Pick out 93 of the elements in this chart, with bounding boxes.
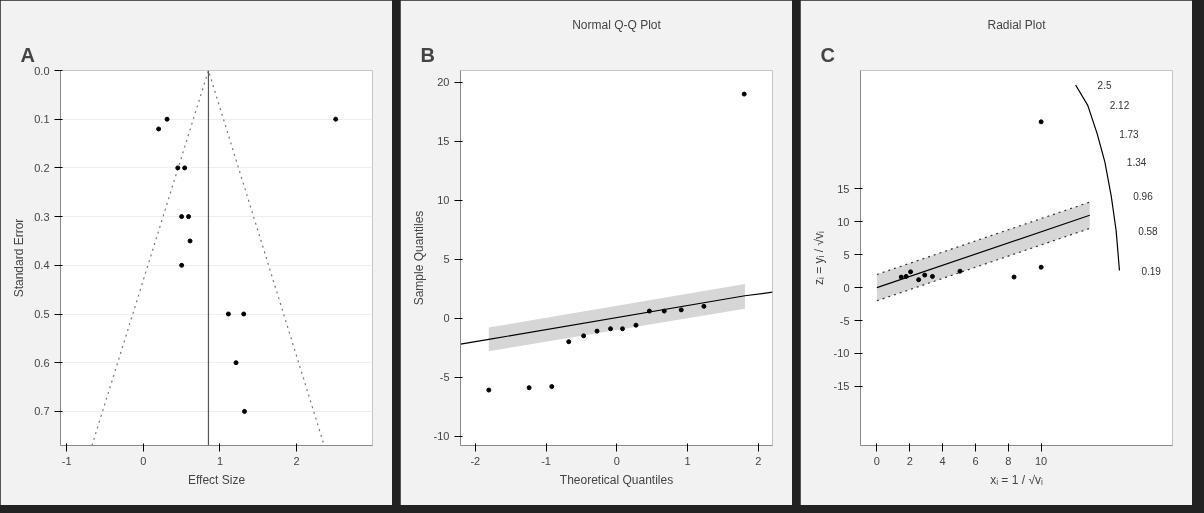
x-tick-label: 2	[293, 454, 300, 467]
annotation: 2.5	[1097, 79, 1112, 91]
x-tick-label: 2	[906, 454, 913, 467]
y-tick-label: 10	[837, 215, 850, 228]
point	[566, 339, 572, 345]
x-tick-label: -2	[470, 454, 481, 467]
annotation: 0.58	[1138, 226, 1159, 238]
y-tick-label: 0.6	[34, 356, 50, 369]
point	[333, 116, 339, 122]
point	[633, 322, 639, 328]
x-tick-label: 0	[140, 454, 147, 467]
point	[186, 214, 192, 220]
point	[646, 308, 652, 314]
y-axis-title: Standard Error	[12, 218, 27, 298]
y-tick-label: 0.5	[34, 308, 50, 321]
point	[175, 165, 181, 171]
y-axis-title: Sample Quantiles	[411, 210, 426, 306]
y-tick-label: 0.2	[34, 161, 50, 174]
y-tick-label: 0	[843, 281, 850, 294]
point	[225, 311, 231, 317]
point	[607, 326, 613, 332]
text: A	[20, 43, 35, 66]
point	[233, 360, 239, 366]
y-tick-label: 0	[443, 312, 450, 325]
point	[182, 165, 188, 171]
point	[526, 385, 532, 391]
point	[908, 269, 914, 275]
point	[241, 311, 247, 317]
y-tick-label: -10	[433, 430, 450, 443]
x-tick-label: 6	[972, 454, 979, 467]
y-tick-label: -15	[833, 380, 850, 393]
y-tick-label: 0.3	[34, 210, 50, 223]
point	[929, 273, 935, 279]
point	[241, 408, 247, 414]
y-axis-title: zᵢ = yᵢ / √vᵢ	[811, 230, 826, 285]
point	[179, 262, 185, 268]
point	[678, 307, 684, 313]
point	[661, 308, 667, 314]
point	[1038, 264, 1044, 270]
y-tick-label: 0.1	[34, 113, 50, 126]
point	[164, 116, 170, 122]
x-tick-label: 8	[1005, 454, 1012, 467]
annotation: 0.96	[1133, 191, 1154, 203]
line-series	[460, 291, 773, 345]
point	[187, 238, 193, 244]
point	[549, 384, 555, 390]
y-tick-label: 20	[437, 76, 450, 89]
y-tick-label: -5	[439, 371, 450, 384]
point	[486, 387, 492, 393]
y-tick-label: 5	[443, 253, 450, 266]
point	[903, 273, 909, 279]
point	[156, 126, 162, 132]
point	[898, 274, 904, 280]
point	[620, 326, 626, 332]
point	[916, 277, 922, 283]
x-tick-label: 1	[216, 454, 224, 467]
point	[179, 214, 185, 220]
point	[701, 303, 707, 309]
point	[594, 328, 600, 334]
chart-title: Normal Q-Q Plot	[572, 17, 662, 32]
x-tick-label: 1	[684, 454, 691, 467]
annotation: 1.73	[1119, 128, 1140, 140]
point	[581, 333, 587, 339]
annotation: 0.19	[1141, 265, 1162, 277]
point	[922, 272, 928, 278]
annotation: 1.34	[1126, 156, 1147, 168]
x-axis-title: xᵢ = 1 / √vᵢ	[990, 472, 1043, 487]
y-tick-label: 15	[837, 182, 850, 195]
y-tick-label: 5	[843, 248, 850, 261]
chart-title: Radial Plot	[987, 17, 1047, 32]
point	[957, 268, 963, 274]
y-tick-label: 10	[437, 194, 450, 207]
y-tick-label: 0.7	[34, 405, 50, 418]
point	[1011, 274, 1017, 280]
point	[741, 91, 747, 97]
x-tick-label: 10	[1035, 454, 1048, 467]
annotation: 2.12	[1109, 100, 1130, 112]
y-tick-label: 15	[437, 135, 450, 148]
x-axis-title: Effect Size	[187, 472, 246, 487]
x-tick-label: 0	[873, 454, 880, 467]
x-tick-label: 2	[755, 454, 762, 467]
x-axis-title: Theoretical Quantiles	[559, 472, 674, 487]
point	[1038, 119, 1044, 125]
y-tick-label: 0.0	[34, 64, 50, 77]
x-tick-label: 4	[939, 454, 946, 467]
x-tick-label: -1	[541, 454, 551, 467]
text: B	[420, 43, 435, 66]
y-tick-label: -10	[833, 347, 850, 360]
text: C	[820, 43, 835, 66]
x-tick-label: 0	[613, 454, 620, 467]
y-tick-label: 0.4	[34, 259, 50, 272]
x-tick-label: -1	[61, 454, 72, 467]
y-tick-label: -5	[839, 314, 850, 327]
